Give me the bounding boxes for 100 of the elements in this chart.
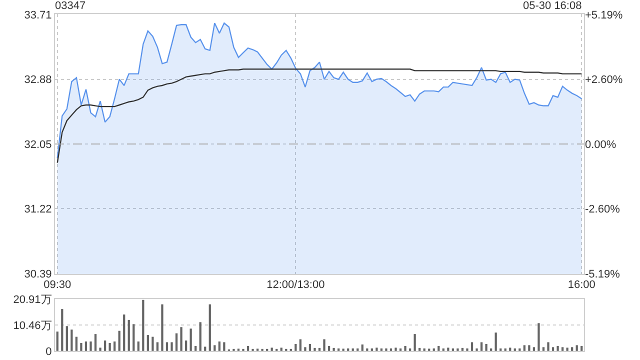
bar [414, 334, 416, 351]
bar [166, 342, 168, 351]
bar [108, 342, 111, 351]
bar [523, 345, 526, 351]
bar [118, 330, 120, 351]
y2-tick-label: +2.60% [585, 74, 623, 86]
bar [509, 348, 512, 351]
bar [576, 345, 578, 351]
y2-tick-label: 0.00% [585, 138, 616, 151]
bar [318, 348, 321, 351]
bar [394, 348, 397, 351]
bar [470, 342, 474, 351]
x-tick-label: 12:00/13:00 [266, 279, 325, 292]
bar [361, 344, 364, 351]
bar [352, 348, 354, 351]
bar [571, 347, 574, 351]
bar [128, 320, 130, 351]
y2-tick-label: -2.60% [585, 204, 620, 216]
bar [137, 341, 140, 351]
bar [84, 341, 88, 351]
bar [175, 333, 178, 351]
bar [123, 314, 126, 351]
bar [328, 346, 330, 351]
bar [218, 341, 220, 351]
bar [337, 348, 340, 351]
bar [408, 348, 412, 351]
bar [142, 300, 144, 351]
y-tick-label: 32.88 [24, 74, 52, 86]
bar [580, 346, 583, 351]
bar [270, 348, 273, 351]
bar [485, 344, 488, 351]
bar [547, 342, 550, 351]
bar [380, 348, 383, 351]
bar [356, 348, 359, 351]
bar [476, 348, 478, 351]
y-tick-label: 0 [46, 346, 52, 358]
bar [66, 326, 68, 351]
bar [490, 348, 492, 351]
bar [152, 336, 154, 351]
bar [75, 336, 78, 351]
bar [94, 334, 97, 351]
bar [70, 330, 73, 351]
bar [447, 348, 450, 351]
bar [442, 348, 444, 351]
bar [156, 342, 159, 351]
y2-tick-label: +5.19% [585, 9, 623, 22]
y-tick-label: 20.91万 [13, 294, 52, 306]
bar [180, 327, 182, 351]
bar [194, 346, 197, 351]
bar [528, 345, 530, 351]
bar [61, 309, 64, 351]
x-tick-label: 09:30 [44, 279, 72, 292]
bar [370, 348, 373, 351]
bar [532, 347, 536, 351]
y2-tick-label: -5.19% [585, 268, 620, 280]
bar [376, 348, 378, 351]
bar [366, 348, 368, 351]
bar [566, 348, 568, 351]
bar [299, 339, 302, 351]
bar [294, 344, 297, 351]
bar [494, 332, 497, 351]
bar [399, 348, 402, 351]
bar [456, 348, 459, 351]
bar [104, 340, 106, 351]
bar [132, 324, 135, 351]
bar [423, 348, 426, 351]
bar [514, 348, 516, 351]
bar [552, 347, 554, 351]
bar [146, 335, 149, 351]
y-tick-label: 33.71 [24, 9, 52, 22]
x-tick-label: 16:00 [568, 279, 596, 292]
bar [542, 347, 545, 351]
bar [538, 323, 540, 351]
bar [99, 348, 102, 351]
bar [466, 348, 468, 351]
y-tick-label: 32.05 [24, 138, 52, 151]
bar [184, 340, 188, 351]
bar [561, 347, 564, 351]
bar [190, 328, 192, 351]
bar [556, 346, 559, 351]
bar [308, 344, 312, 351]
bar [452, 348, 454, 351]
bar [304, 347, 306, 351]
y-tick-label: 30.39 [24, 268, 52, 280]
bar [214, 345, 216, 351]
bar [204, 346, 206, 351]
line-series [56, 68, 582, 164]
bar [347, 348, 350, 351]
chart-title: 03347 [55, 0, 86, 12]
bar [404, 346, 406, 351]
bar [90, 341, 92, 351]
y-tick-label: 31.22 [24, 204, 52, 216]
bar [114, 341, 116, 351]
bar [246, 346, 250, 351]
bar [418, 348, 421, 351]
bar [280, 348, 282, 351]
bar [56, 332, 58, 351]
bar [80, 342, 82, 351]
bar [461, 348, 464, 351]
text: 05-30 16:08 [523, 0, 582, 12]
